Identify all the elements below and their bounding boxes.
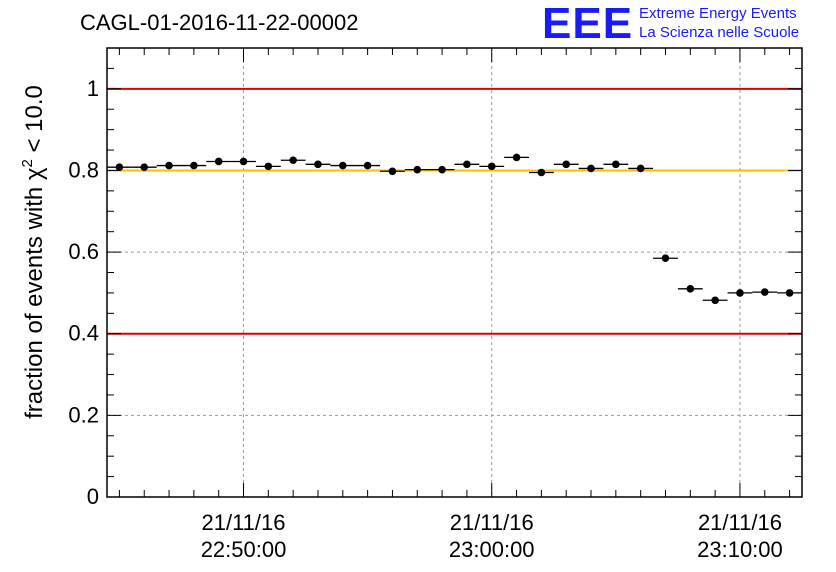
eee-logo-mark: EEE bbox=[542, 0, 634, 48]
data-point bbox=[785, 289, 794, 297]
data-point bbox=[165, 161, 173, 170]
data-point bbox=[686, 285, 695, 293]
data-point bbox=[314, 160, 322, 169]
data-point bbox=[537, 168, 546, 177]
x-tick-label-date: 21/11/16 bbox=[450, 510, 534, 535]
x-tick-label-time: 23:10:00 bbox=[697, 537, 783, 562]
reference-lines bbox=[107, 87, 802, 335]
data-point bbox=[562, 160, 570, 169]
data-point bbox=[264, 162, 273, 171]
data-point bbox=[463, 160, 471, 169]
axis-labels: 00.20.40.60.8121/11/1622:50:0021/11/1623… bbox=[19, 76, 783, 562]
data-point bbox=[363, 161, 372, 170]
data-point bbox=[587, 164, 595, 173]
data-point bbox=[239, 157, 248, 166]
grid-lines bbox=[107, 48, 802, 497]
y-axis-label-superscript: 2 bbox=[19, 159, 36, 167]
y-tick-label: 0.2 bbox=[68, 402, 99, 427]
y-tick-label: 0.8 bbox=[68, 157, 99, 182]
data-point bbox=[612, 160, 620, 169]
eee-logo: EEE Extreme Energy Events La Scienza nel… bbox=[542, 2, 799, 46]
data-point bbox=[438, 165, 446, 174]
x-tick-label-time: 22:50:00 bbox=[201, 537, 287, 562]
logo-line-2: La Scienza nelle Scuole bbox=[639, 24, 800, 41]
data-point bbox=[115, 163, 124, 171]
chart-title: CAGL-01-2016-11-22-00002 bbox=[80, 10, 359, 35]
data-point bbox=[140, 163, 149, 171]
eee-logo-text: Extreme Energy Events La Scienza nelle S… bbox=[639, 4, 799, 42]
data-point bbox=[190, 161, 198, 170]
x-tick-label-time: 23:00:00 bbox=[449, 537, 535, 562]
y-axis-label: fraction of events with χ2 < 10.0 bbox=[19, 85, 48, 419]
y-tick-label: 1 bbox=[87, 76, 99, 101]
data-point bbox=[487, 162, 496, 171]
data-point bbox=[214, 157, 223, 166]
y-tick-label: 0.4 bbox=[68, 321, 99, 346]
data-point bbox=[760, 288, 769, 296]
logo-line-1: Extreme Energy Events bbox=[639, 5, 797, 22]
y-axis-label-threshold: < 10.0 bbox=[21, 85, 48, 159]
data-point bbox=[388, 167, 397, 176]
data-point bbox=[636, 164, 645, 173]
data-point bbox=[736, 289, 744, 297]
data-point bbox=[711, 296, 719, 305]
y-tick-label: 0 bbox=[87, 484, 99, 509]
data-point bbox=[661, 254, 670, 263]
data-point bbox=[339, 161, 347, 170]
axes bbox=[106, 47, 803, 498]
data-point bbox=[512, 153, 521, 162]
y-axis-label-main: fraction of events with χ bbox=[21, 167, 48, 419]
data-series bbox=[107, 153, 802, 305]
y-tick-label: 0.6 bbox=[68, 239, 99, 264]
x-tick-label-date: 21/11/16 bbox=[698, 510, 782, 535]
data-point bbox=[289, 156, 297, 165]
x-tick-label-date: 21/11/16 bbox=[202, 510, 286, 535]
data-point bbox=[413, 165, 422, 174]
plot-frame bbox=[106, 47, 803, 498]
